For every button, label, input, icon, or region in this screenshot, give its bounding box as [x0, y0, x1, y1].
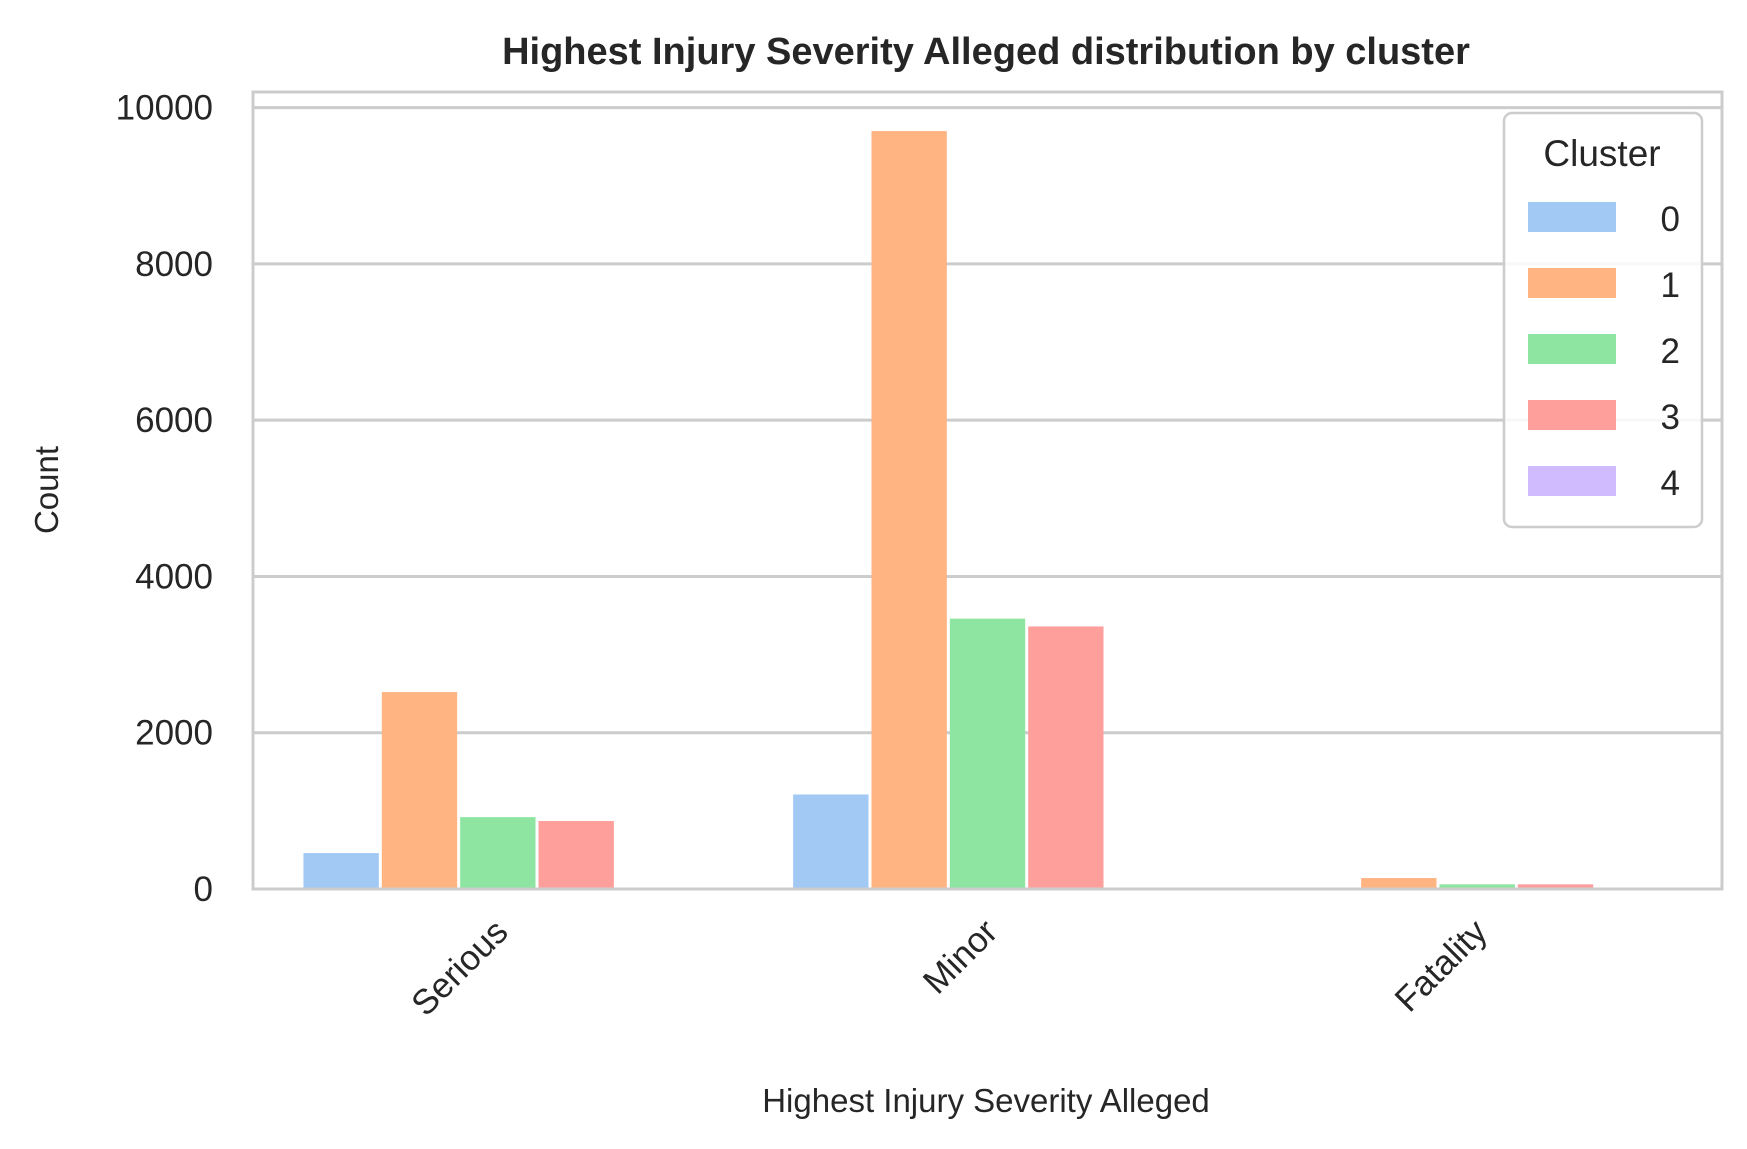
bar-minor-cluster-3 [1028, 626, 1104, 889]
y-tick-label: 4000 [135, 557, 213, 596]
bar-minor-cluster-0 [793, 794, 869, 889]
legend-swatch [1528, 400, 1616, 430]
y-axis-label: Count [28, 446, 65, 534]
bar-minor-cluster-2 [949, 618, 1026, 889]
bar-fatality-cluster-1 [1361, 878, 1437, 889]
plot-frame [251, 90, 1724, 891]
bar-fatality-cluster-2 [1439, 884, 1515, 889]
bar-fatality-cluster-3 [1517, 884, 1594, 889]
y-tick-label: 0 [194, 870, 213, 909]
y-tick-label: 2000 [135, 714, 213, 753]
legend-title: Cluster [1543, 133, 1660, 174]
legend-items: 0 1 2 3 4 [1528, 200, 1680, 503]
legend-label: 4 [1661, 464, 1680, 503]
bar-serious-cluster-0 [303, 853, 379, 889]
y-tick-label: 6000 [135, 401, 213, 440]
legend-label: 0 [1661, 200, 1680, 239]
x-axis-label: Highest Injury Severity Alleged [762, 1082, 1210, 1119]
bar-serious-cluster-1 [381, 692, 458, 889]
bars [303, 131, 1594, 890]
y-tick-label: 8000 [135, 245, 213, 284]
x-tick-label: Minor [916, 912, 1006, 1002]
x-tick-label: Fatality [1387, 912, 1495, 1020]
legend-label: 3 [1661, 398, 1680, 437]
legend-swatch [1528, 334, 1616, 364]
legend-label: 1 [1661, 266, 1680, 305]
y-tick-labels: 0 2000 4000 6000 8000 10000 [116, 89, 213, 909]
y-tick-label: 10000 [116, 89, 213, 128]
legend-swatch [1528, 268, 1616, 298]
x-tick-labels: Serious Minor Fatality [404, 912, 1495, 1024]
bar-serious-cluster-3 [538, 821, 614, 889]
bar-minor-cluster-1 [871, 131, 947, 890]
legend-swatch [1528, 202, 1616, 232]
chart-title: Highest Injury Severity Alleged distribu… [502, 31, 1470, 73]
legend-swatch [1528, 466, 1616, 496]
legend-label: 2 [1661, 332, 1680, 371]
bar-serious-cluster-2 [460, 817, 536, 889]
x-tick-label: Serious [404, 912, 515, 1023]
legend: Cluster 0 1 2 3 4 [1502, 111, 1704, 529]
